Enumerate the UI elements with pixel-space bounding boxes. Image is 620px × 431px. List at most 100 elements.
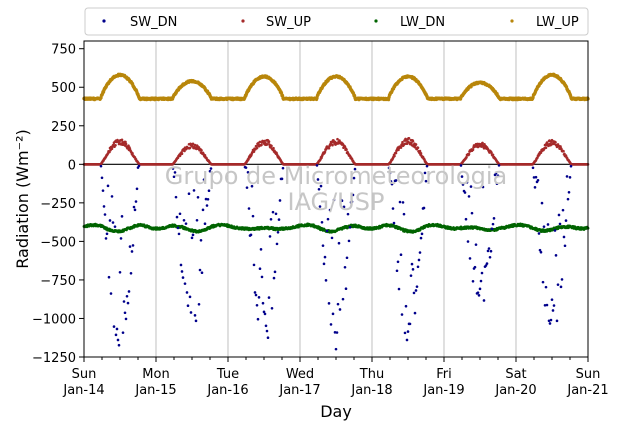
point-sw-dn-257 <box>554 254 558 257</box>
point-sw-dn-166 <box>397 287 401 291</box>
x-tick-weekday-7: Sun <box>576 367 601 382</box>
point-sw-dn-62 <box>194 319 198 323</box>
point-sw-dn-50 <box>182 218 186 222</box>
point-sw-dn-178 <box>409 274 413 277</box>
x-tick-weekday-0: Sun <box>72 367 97 382</box>
point-sw-up-959 <box>562 149 565 153</box>
point-sw-dn-56 <box>188 295 192 299</box>
point-sw-dn-228 <box>492 217 496 220</box>
point-sw-dn-206 <box>470 211 474 215</box>
point-sw-dn-54 <box>186 304 190 308</box>
point-sw-dn-262 <box>559 285 563 289</box>
point-sw-dn-221 <box>485 262 489 265</box>
point-sw-up-490 <box>327 146 331 150</box>
point-sw-dn-35 <box>134 200 138 203</box>
point-sw-dn-224 <box>488 255 492 259</box>
point-sw-dn-72 <box>204 197 208 201</box>
point-sw-dn-8 <box>107 275 111 279</box>
point-sw-dn-150 <box>348 226 352 229</box>
point-sw-dn-95 <box>260 275 264 279</box>
point-sw-dn-268 <box>565 175 569 178</box>
point-sw-dn-239 <box>536 179 540 182</box>
series-sw-up <box>82 137 590 166</box>
point-sw-dn-160 <box>391 207 395 210</box>
point-sw-dn-231 <box>495 182 499 186</box>
point-sw-dn-31 <box>130 250 134 253</box>
point-sw-dn-181 <box>412 291 416 295</box>
point-sw-dn-9 <box>108 219 112 222</box>
point-sw-dn-19 <box>118 270 122 274</box>
point-sw-dn-216 <box>480 271 484 275</box>
point-sw-dn-188 <box>419 236 423 240</box>
x-tick-weekday-5: Fri <box>436 367 452 382</box>
point-sw-dn-171 <box>402 212 406 216</box>
point-sw-dn-197 <box>461 183 465 186</box>
point-sw-dn-123 <box>321 244 325 247</box>
point-sw-dn-167 <box>398 200 402 204</box>
point-sw-dn-267 <box>564 219 568 222</box>
point-sw-dn-159 <box>390 182 394 186</box>
y-tick-label-6: 250 <box>51 120 76 135</box>
point-sw-up-624 <box>394 151 398 155</box>
point-sw-dn-180 <box>411 268 415 271</box>
point-sw-dn-192 <box>423 171 427 175</box>
point-sw-dn-18 <box>117 343 121 347</box>
point-sw-dn-124 <box>322 262 326 266</box>
point-sw-up-650 <box>407 137 411 140</box>
point-sw-dn-237 <box>534 175 538 179</box>
point-sw-dn-126 <box>324 279 328 282</box>
point-sw-dn-153 <box>351 193 355 197</box>
legend-label-sw-up: SW_UP <box>266 15 311 30</box>
point-sw-dn-130 <box>328 208 332 212</box>
point-sw-dn-5 <box>104 237 108 240</box>
point-sw-dn-200 <box>464 217 468 221</box>
point-sw-dn-156 <box>387 166 391 170</box>
point-sw-dn-98 <box>263 312 267 316</box>
point-sw-dn-113 <box>278 199 282 202</box>
point-sw-up-664 <box>414 143 418 146</box>
point-sw-dn-82 <box>247 207 251 210</box>
point-sw-dn-201 <box>465 181 469 184</box>
point-sw-dn-105 <box>270 306 274 310</box>
point-sw-dn-12 <box>111 221 115 224</box>
point-sw-dn-14 <box>113 225 117 228</box>
x-tick-date-0: Jan-14 <box>62 383 104 398</box>
point-sw-dn-193 <box>424 179 428 183</box>
point-sw-dn-183 <box>414 289 418 292</box>
point-sw-dn-32 <box>131 244 135 247</box>
point-sw-dn-179 <box>410 262 414 266</box>
point-sw-dn-70 <box>202 178 206 181</box>
point-sw-dn-28 <box>127 290 131 293</box>
point-sw-dn-222 <box>486 249 490 253</box>
point-sw-dn-204 <box>468 257 472 260</box>
point-sw-dn-196 <box>460 175 464 178</box>
point-sw-dn-144 <box>342 205 346 209</box>
point-sw-up-230 <box>197 146 201 149</box>
point-sw-dn-263 <box>560 278 564 281</box>
point-sw-dn-230 <box>494 172 498 175</box>
point-sw-dn-271 <box>568 176 572 179</box>
y-tick-label-2: −750 <box>40 274 76 289</box>
point-sw-up-943 <box>554 140 557 144</box>
point-sw-up-770 <box>467 152 471 156</box>
legend-label-sw-dn: SW_DN <box>130 15 177 30</box>
point-sw-dn-251 <box>548 322 552 325</box>
point-sw-dn-226 <box>490 227 494 231</box>
point-sw-up-218 <box>191 142 195 146</box>
point-sw-up-929 <box>547 144 550 148</box>
point-sw-dn-60 <box>192 189 196 192</box>
x-tick-date-1: Jan-15 <box>134 383 176 398</box>
point-sw-dn-254 <box>551 309 555 312</box>
point-sw-dn-191 <box>422 206 426 210</box>
point-sw-dn-110 <box>275 242 279 246</box>
point-sw-dn-85 <box>250 184 254 188</box>
point-sw-dn-202 <box>466 240 470 243</box>
point-sw-dn-17 <box>116 338 120 342</box>
point-sw-dn-259 <box>556 283 560 286</box>
point-sw-dn-244 <box>541 280 545 284</box>
point-sw-up-97 <box>131 152 134 155</box>
point-sw-up-484 <box>324 148 328 151</box>
point-sw-dn-266 <box>563 244 567 248</box>
point-sw-dn-155 <box>353 167 357 171</box>
point-sw-dn-4 <box>103 213 107 216</box>
